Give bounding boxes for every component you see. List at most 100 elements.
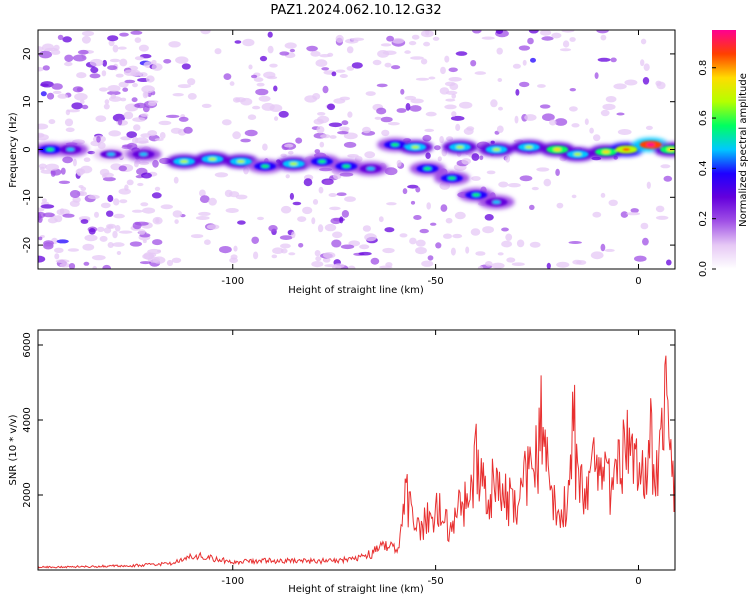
noise-blob bbox=[256, 82, 265, 87]
noise-blob bbox=[332, 231, 343, 239]
signal-peak bbox=[391, 143, 400, 147]
noise-blob bbox=[269, 63, 278, 68]
noise-blob bbox=[243, 167, 249, 175]
noise-blob bbox=[439, 136, 444, 144]
noise-blob bbox=[233, 245, 238, 252]
noise-blob bbox=[572, 259, 582, 265]
noise-blob bbox=[242, 38, 255, 47]
noise-blob bbox=[88, 228, 96, 235]
noise-blob bbox=[471, 176, 481, 181]
noise-blob bbox=[344, 196, 356, 202]
noise-blob bbox=[102, 172, 114, 178]
noise-blob bbox=[159, 132, 166, 139]
y-tick-label: 6000 bbox=[22, 332, 33, 357]
signal-peak bbox=[553, 147, 562, 152]
noise-blob bbox=[107, 90, 121, 96]
noise-blob bbox=[72, 158, 77, 167]
noise-blob bbox=[170, 127, 182, 134]
noise-blob bbox=[515, 89, 520, 96]
noise-blob bbox=[151, 192, 162, 199]
noise-blob bbox=[409, 105, 422, 112]
signal-peak bbox=[66, 147, 75, 152]
noise-blob bbox=[333, 173, 342, 180]
noise-blob bbox=[134, 161, 139, 168]
noise-blob bbox=[434, 145, 441, 151]
noise-blob bbox=[379, 265, 393, 269]
noise-blob bbox=[596, 30, 609, 34]
noise-blob bbox=[600, 192, 606, 198]
noise-blob bbox=[113, 213, 125, 219]
noise-blob bbox=[208, 197, 217, 206]
noise-blob bbox=[655, 205, 665, 213]
noise-blob bbox=[347, 111, 353, 118]
snr-series-line bbox=[38, 355, 675, 569]
noise-blob bbox=[145, 75, 155, 83]
noise-blob bbox=[617, 129, 632, 135]
noise-blob bbox=[38, 66, 44, 72]
noise-blob bbox=[280, 205, 292, 214]
noise-blob bbox=[435, 242, 442, 249]
noise-blob bbox=[554, 118, 568, 126]
noise-blob bbox=[279, 51, 290, 56]
noise-blob bbox=[335, 69, 346, 73]
noise-blob bbox=[292, 201, 302, 206]
noise-blob bbox=[104, 99, 110, 105]
noise-blob bbox=[497, 252, 504, 256]
noise-blob bbox=[376, 83, 388, 88]
signal-peak bbox=[622, 147, 631, 152]
noise-blob bbox=[114, 225, 121, 232]
noise-blob bbox=[432, 36, 440, 41]
noise-blob bbox=[605, 96, 617, 103]
colorbar-tick-label: 0.6 bbox=[698, 110, 709, 126]
noise-blob bbox=[248, 64, 253, 70]
noise-blob bbox=[425, 111, 437, 117]
noise-blob bbox=[589, 127, 594, 134]
noise-blob bbox=[455, 51, 468, 56]
noise-blob bbox=[138, 161, 150, 165]
noise-blob bbox=[602, 103, 616, 111]
noise-blob bbox=[347, 154, 359, 158]
noise-blob bbox=[640, 59, 645, 67]
noise-blob bbox=[643, 63, 650, 71]
noise-blob bbox=[147, 256, 160, 263]
noise-blob bbox=[258, 95, 271, 102]
noise-blob bbox=[516, 239, 525, 248]
noise-blob bbox=[391, 65, 401, 70]
noise-blob bbox=[267, 45, 274, 54]
noise-blob bbox=[316, 126, 325, 134]
noise-blob bbox=[463, 127, 474, 135]
noise-blob bbox=[177, 84, 191, 89]
noise-blob bbox=[452, 233, 463, 239]
noise-blob bbox=[272, 247, 284, 254]
signal-peak bbox=[602, 150, 611, 154]
snr-x-ticks: -100 -50 0 bbox=[221, 330, 642, 587]
noise-blob bbox=[165, 114, 180, 118]
noise-blob bbox=[102, 264, 111, 269]
noise-blob bbox=[529, 204, 535, 210]
noise-blob bbox=[315, 59, 328, 67]
noise-blob bbox=[65, 127, 75, 133]
signal-peak bbox=[107, 152, 116, 156]
noise-blob bbox=[362, 225, 371, 232]
noise-blob bbox=[168, 41, 181, 48]
noise-blob bbox=[38, 50, 53, 59]
noise-blob bbox=[43, 242, 54, 250]
noise-blob bbox=[54, 215, 63, 223]
noise-blob bbox=[348, 240, 361, 247]
noise-blob bbox=[198, 211, 211, 216]
noise-blob bbox=[465, 246, 470, 254]
noise-blob bbox=[82, 243, 95, 251]
noise-blob bbox=[422, 134, 432, 142]
noise-blob bbox=[556, 202, 564, 209]
noise-blob bbox=[339, 96, 351, 101]
x-tick-label: -50 bbox=[427, 276, 443, 287]
noise-blob bbox=[81, 35, 91, 44]
noise-blob bbox=[471, 153, 480, 161]
noise-blob bbox=[496, 47, 503, 55]
noise-blob bbox=[642, 237, 649, 246]
noise-blob bbox=[64, 118, 74, 127]
noise-blob bbox=[319, 167, 333, 172]
noise-blob bbox=[439, 87, 450, 95]
noise-blob bbox=[359, 244, 370, 250]
noise-blob bbox=[343, 141, 357, 148]
